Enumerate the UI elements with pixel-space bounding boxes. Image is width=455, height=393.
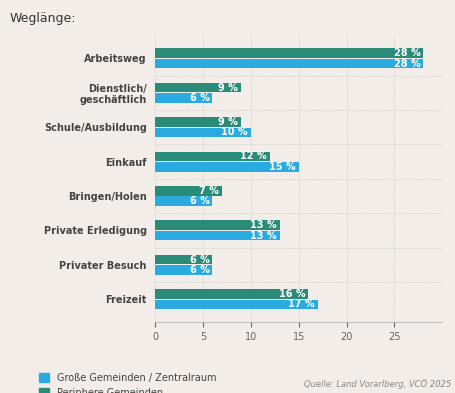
Bar <box>155 289 308 299</box>
Bar <box>155 117 241 127</box>
Text: 6 %: 6 % <box>189 196 209 206</box>
Text: 7 %: 7 % <box>199 186 219 196</box>
Text: 6 %: 6 % <box>189 265 209 275</box>
Text: 15 %: 15 % <box>268 162 295 172</box>
Legend: Große Gemeinden / Zentralraum, Periphere Gemeinden: Große Gemeinden / Zentralraum, Periphere… <box>39 373 216 393</box>
Bar <box>155 196 212 206</box>
Text: 9 %: 9 % <box>218 117 238 127</box>
Text: 28 %: 28 % <box>393 59 420 68</box>
Bar <box>155 152 269 161</box>
Bar <box>155 162 298 172</box>
Bar <box>155 93 212 103</box>
Text: 13 %: 13 % <box>249 231 276 241</box>
Bar <box>155 186 222 196</box>
Bar <box>155 59 422 68</box>
Text: Weglänge:: Weglänge: <box>9 12 76 25</box>
Text: 10 %: 10 % <box>221 127 248 138</box>
Text: 9 %: 9 % <box>218 83 238 93</box>
Text: 17 %: 17 % <box>288 299 314 309</box>
Bar <box>155 48 422 58</box>
Bar <box>155 231 279 241</box>
Text: 6 %: 6 % <box>189 93 209 103</box>
Bar <box>155 265 212 275</box>
Bar <box>155 299 317 309</box>
Text: 28 %: 28 % <box>393 48 420 58</box>
Bar <box>155 220 279 230</box>
Text: 6 %: 6 % <box>189 255 209 264</box>
Text: 16 %: 16 % <box>278 289 305 299</box>
Bar <box>155 83 241 92</box>
Bar <box>155 128 250 137</box>
Bar <box>155 255 212 264</box>
Text: Quelle: Land Vorarlberg, VCÖ 2025: Quelle: Land Vorarlberg, VCÖ 2025 <box>303 379 450 389</box>
Text: 12 %: 12 % <box>240 151 267 162</box>
Text: 13 %: 13 % <box>249 220 276 230</box>
